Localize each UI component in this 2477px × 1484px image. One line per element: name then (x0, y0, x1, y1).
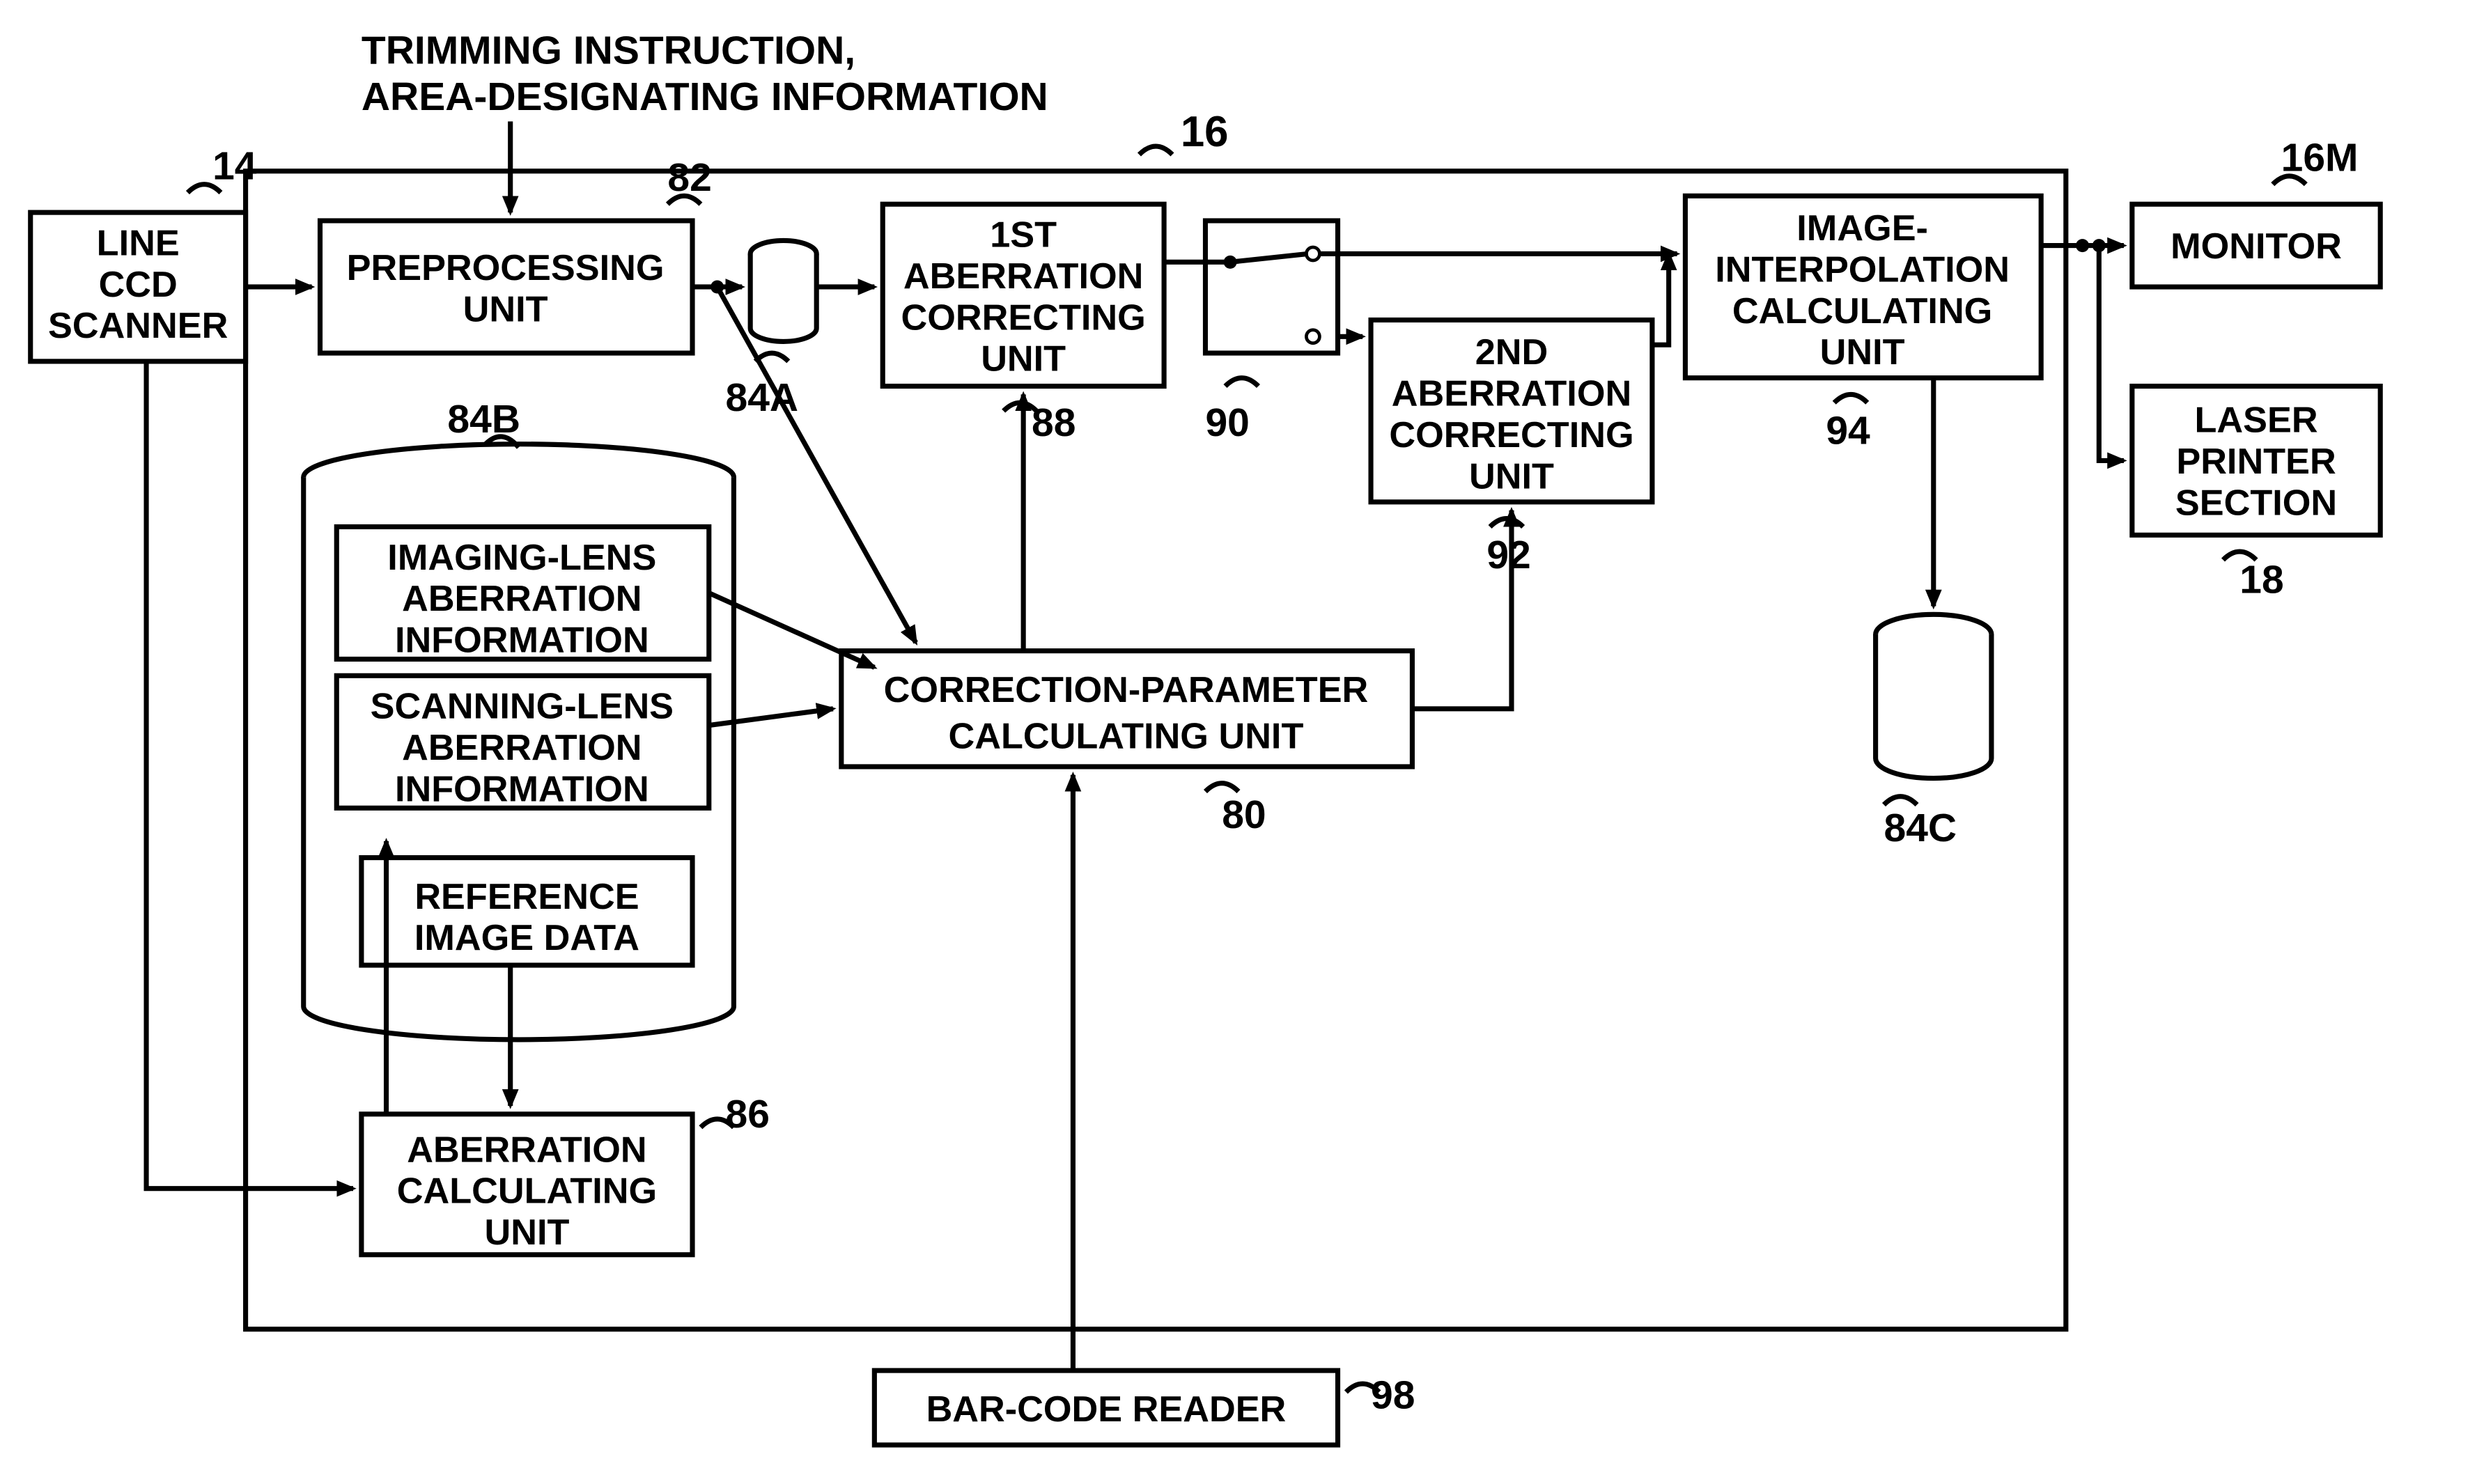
ref-16: 16 (1181, 108, 1229, 156)
block-monitor: MONITOR 16M (2132, 136, 2380, 287)
ref-18: 18 (2239, 557, 2283, 602)
ref-90: 90 (1205, 400, 1249, 445)
svg-text:PRINTER: PRINTER (2176, 442, 2336, 482)
svg-text:INFORMATION: INFORMATION (395, 620, 649, 661)
svg-text:ABERRATION: ABERRATION (402, 728, 642, 768)
block-laser-printer: LASER PRINTER SECTION 18 (2132, 386, 2380, 602)
ref-16m: 16M (2281, 136, 2359, 180)
svg-text:INTERPOLATION: INTERPOLATION (1715, 249, 2010, 290)
svg-text:REFERENCE: REFERENCE (414, 877, 639, 917)
svg-text:BAR-CODE READER: BAR-CODE READER (926, 1389, 1287, 1430)
ref-88: 88 (1032, 400, 1076, 445)
svg-text:INFORMATION: INFORMATION (395, 769, 649, 809)
svg-text:SCANNER: SCANNER (48, 306, 228, 346)
ref-14: 14 (212, 144, 257, 189)
svg-text:IMAGE-: IMAGE- (1796, 208, 1928, 249)
header-line2: AREA-DESIGNATING INFORMATION (362, 75, 1048, 119)
svg-text:LINE: LINE (97, 223, 180, 263)
svg-text:CALCULATING UNIT: CALCULATING UNIT (949, 716, 1304, 756)
svg-text:MONITOR: MONITOR (2171, 226, 2342, 267)
ref-94: 94 (1826, 409, 1870, 453)
block-diagram: TRIMMING INSTRUCTION, AREA-DESIGNATING I… (14, 14, 2463, 1470)
ref-98: 98 (1371, 1373, 1415, 1418)
svg-text:LASER: LASER (2194, 400, 2317, 441)
svg-text:UNIT: UNIT (1820, 332, 1905, 373)
svg-text:IMAGING-LENS: IMAGING-LENS (387, 538, 656, 578)
svg-text:UNIT: UNIT (981, 339, 1066, 380)
svg-text:CORRECTING: CORRECTING (901, 297, 1146, 338)
svg-text:IMAGE DATA: IMAGE DATA (414, 918, 639, 958)
block-line-ccd-scanner: LINE CCD SCANNER 14 (31, 144, 257, 361)
svg-text:UNIT: UNIT (463, 289, 548, 329)
svg-text:PREPROCESSING: PREPROCESSING (347, 248, 665, 288)
svg-text:CALCULATING: CALCULATING (1732, 291, 1992, 331)
ref-84b: 84B (447, 397, 520, 442)
svg-text:CALCULATING: CALCULATING (397, 1171, 657, 1212)
ref-84c: 84C (1884, 806, 1957, 850)
header-line1: TRIMMING INSTRUCTION, (362, 28, 855, 72)
svg-text:SCANNING-LENS: SCANNING-LENS (371, 687, 674, 727)
block-barcode-reader: BAR-CODE READER 98 (874, 1370, 1415, 1445)
svg-text:ABERRATION: ABERRATION (407, 1130, 646, 1170)
svg-text:CORRECTING: CORRECTING (1389, 415, 1633, 455)
svg-text:UNIT: UNIT (1469, 456, 1554, 497)
block-reference-image: REFERENCE IMAGE DATA (362, 858, 692, 965)
svg-text:1ST: 1ST (990, 215, 1057, 256)
ref-86: 86 (726, 1092, 770, 1137)
ref-80: 80 (1222, 792, 1266, 837)
svg-text:2ND: 2ND (1475, 332, 1548, 373)
block-imaging-lens: IMAGING-LENS ABERRATION INFORMATION (336, 526, 709, 660)
svg-text:ABERRATION: ABERRATION (402, 579, 642, 619)
svg-text:CORRECTION-PARAMETER: CORRECTION-PARAMETER (884, 670, 1369, 710)
svg-text:ABERRATION: ABERRATION (903, 256, 1143, 297)
svg-text:CCD: CCD (99, 265, 178, 305)
svg-text:SECTION: SECTION (2175, 483, 2337, 523)
svg-text:UNIT: UNIT (485, 1212, 570, 1253)
ref-92: 92 (1486, 533, 1530, 577)
block-scanning-lens: SCANNING-LENS ABERRATION INFORMATION (336, 675, 709, 809)
svg-text:ABERRATION: ABERRATION (1392, 374, 1631, 414)
ref-82: 82 (667, 155, 711, 200)
